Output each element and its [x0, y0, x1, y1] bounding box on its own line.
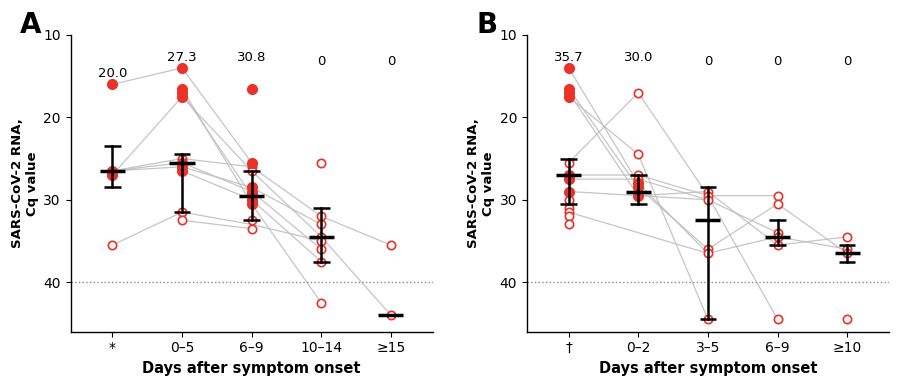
Text: A: A: [20, 11, 41, 39]
Text: 27.3: 27.3: [167, 51, 197, 64]
Text: 30.8: 30.8: [237, 51, 266, 64]
X-axis label: Days after symptom onset: Days after symptom onset: [598, 361, 817, 376]
Text: 0: 0: [387, 55, 395, 68]
Text: B: B: [476, 11, 498, 39]
Text: 0: 0: [843, 55, 851, 68]
Text: 0: 0: [773, 55, 782, 68]
Text: 0: 0: [704, 55, 712, 68]
Text: 0: 0: [317, 55, 326, 68]
Text: 20.0: 20.0: [98, 67, 127, 80]
Text: 30.0: 30.0: [624, 51, 653, 64]
Y-axis label: SARS-CoV-2 RNA,
Cq value: SARS-CoV-2 RNA, Cq value: [11, 118, 39, 248]
Text: 35.7: 35.7: [554, 51, 583, 64]
Y-axis label: SARS-CoV-2 RNA,
Cq value: SARS-CoV-2 RNA, Cq value: [467, 118, 495, 248]
X-axis label: Days after symptom onset: Days after symptom onset: [142, 361, 361, 376]
